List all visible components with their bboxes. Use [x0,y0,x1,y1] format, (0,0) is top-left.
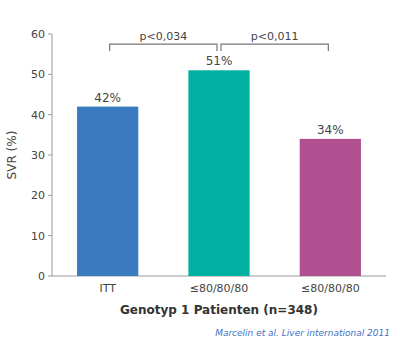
x-tick-label: ≤80/80/80 [190,282,249,295]
y-tick-label: 0 [38,270,45,283]
bracket: p<0,011 [221,30,328,51]
bar [300,139,361,276]
y-tick [48,276,52,277]
x-tick-label: ITT [99,282,116,295]
y-tick-label: 10 [31,230,45,243]
y-axis: 0 10 20 30 40 50 60 [31,28,52,283]
y-tick [48,74,52,75]
y-tick-label: 30 [31,149,45,162]
bracket-label: p<0,034 [139,30,187,43]
y-tick-label: 20 [31,189,45,202]
bracket: p<0,034 [110,30,217,51]
x-axis-label: Genotyp 1 Patienten (n=348) [120,303,318,317]
y-tick-label: 50 [31,68,45,81]
bracket-line [221,44,328,51]
bar [77,107,138,276]
data-label: 34% [317,123,344,137]
bar [188,70,249,276]
bars [77,70,361,276]
bracket-line [110,44,217,51]
footnote: Marcelin et al. Liver international 2011 [215,328,390,338]
y-axis-label: SVR (%) [5,131,19,180]
y-tick-label: 60 [31,28,45,41]
y-tick [48,155,52,156]
chart: 0 10 20 30 40 50 60 42% 51% 34% ITT ≤80/80/80 ≤80/80… [0,0,400,342]
y-tick [48,235,52,236]
data-label: 51% [206,54,233,68]
y-tick [48,114,52,115]
y-tick [48,34,52,35]
y-tick [48,195,52,196]
data-label: 42% [94,91,121,105]
bracket-label: p<0,011 [251,30,299,43]
y-tick-label: 40 [31,109,45,122]
x-tick-label: ≤80/80/80 [301,282,360,295]
